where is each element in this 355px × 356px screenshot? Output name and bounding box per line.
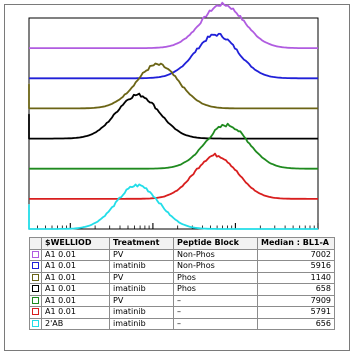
legend-cell-swatch xyxy=(29,271,42,284)
legend-cell-well: A1 0.01 xyxy=(41,260,110,273)
legend-cell-swatch xyxy=(29,306,42,319)
histogram-series xyxy=(28,183,318,230)
legend-cell-swatch xyxy=(29,283,42,296)
legend-cell-median: 5791 xyxy=(257,306,335,319)
legend-header-treatment: Treatment xyxy=(109,237,174,250)
legend-cell-swatch xyxy=(29,260,42,273)
legend-row: A1 0.01 imatinib Phos 658 xyxy=(29,283,335,296)
legend-header-row: $WELLIOD Treatment Peptide Block Median … xyxy=(29,237,335,250)
histogram-series xyxy=(29,1,318,49)
legend-row: A1 0.01 PV Non-Phos 7002 xyxy=(29,248,335,261)
legend-cell-well: A1 0.01 xyxy=(41,294,110,307)
legend-swatch xyxy=(32,262,39,270)
legend-header-swatch xyxy=(29,237,42,250)
legend-cell-median: 7909 xyxy=(257,294,335,307)
legend-row: A1 0.01 PV –7909 xyxy=(29,294,335,307)
legend-swatch xyxy=(32,319,39,327)
legend-header-median: Median : BL1-A xyxy=(257,237,335,250)
legend-table: $WELLIOD Treatment Peptide Block Median … xyxy=(29,237,335,330)
legend-row: A1 0.01 PV Phos 1140 xyxy=(29,271,335,284)
legend-cell-well: A1 0.01 xyxy=(41,306,110,319)
legend-cell-swatch xyxy=(29,317,42,330)
legend-row: A1 0.01 imatinib Non-Phos 5916 xyxy=(29,260,335,273)
legend-cell-peptide-block: Phos xyxy=(173,283,258,296)
legend-cell-treatment: PV xyxy=(109,294,174,307)
histogram-curves xyxy=(28,1,318,230)
histogram-series xyxy=(28,92,318,140)
legend-cell-peptide-block: – xyxy=(173,306,258,319)
legend-cell-treatment: imatinib xyxy=(109,283,174,296)
legend-cell-swatch xyxy=(29,294,42,307)
legend-swatch xyxy=(32,308,39,316)
histogram-series xyxy=(29,152,318,200)
legend-swatch xyxy=(32,285,39,293)
legend-cell-peptide-block: – xyxy=(173,317,258,330)
legend-cell-median: 656 xyxy=(257,317,335,330)
histogram-series xyxy=(29,32,318,80)
legend-cell-treatment: imatinib xyxy=(109,260,174,273)
legend-cell-well: A1 0.01 xyxy=(41,283,110,296)
legend-cell-treatment: imatinib xyxy=(109,306,174,319)
legend-cell-peptide-block: Non-Phos xyxy=(173,248,258,261)
histogram-series xyxy=(29,122,318,170)
legend-header-well: $WELLIOD xyxy=(41,237,110,250)
legend-header-peptide-block: Peptide Block xyxy=(173,237,258,250)
legend-cell-treatment: imatinib xyxy=(109,317,174,330)
legend-cell-treatment: PV xyxy=(109,248,174,261)
legend-cell-median: 1140 xyxy=(257,271,335,284)
legend-cell-median: 658 xyxy=(257,283,335,296)
legend-cell-peptide-block: Non-Phos xyxy=(173,260,258,273)
legend-cell-peptide-block: Phos xyxy=(173,271,258,284)
legend-cell-well: A1 0.01 xyxy=(41,248,110,261)
legend-swatch xyxy=(32,250,39,258)
legend-cell-treatment: PV xyxy=(109,271,174,284)
legend-cell-well: A1 0.01 xyxy=(41,271,110,284)
legend-cell-well: 2'AB xyxy=(41,317,110,330)
legend-row: 2'AB imatinib –656 xyxy=(29,317,335,330)
legend-row: A1 0.01 imatinib –5791 xyxy=(29,306,335,319)
legend-cell-peptide-block: – xyxy=(173,294,258,307)
legend-cell-median: 5916 xyxy=(257,260,335,273)
legend-cell-swatch xyxy=(29,248,42,261)
legend-swatch xyxy=(32,273,39,281)
legend-swatch xyxy=(32,296,39,304)
legend-cell-median: 7002 xyxy=(257,248,335,261)
histogram-series xyxy=(28,62,318,110)
